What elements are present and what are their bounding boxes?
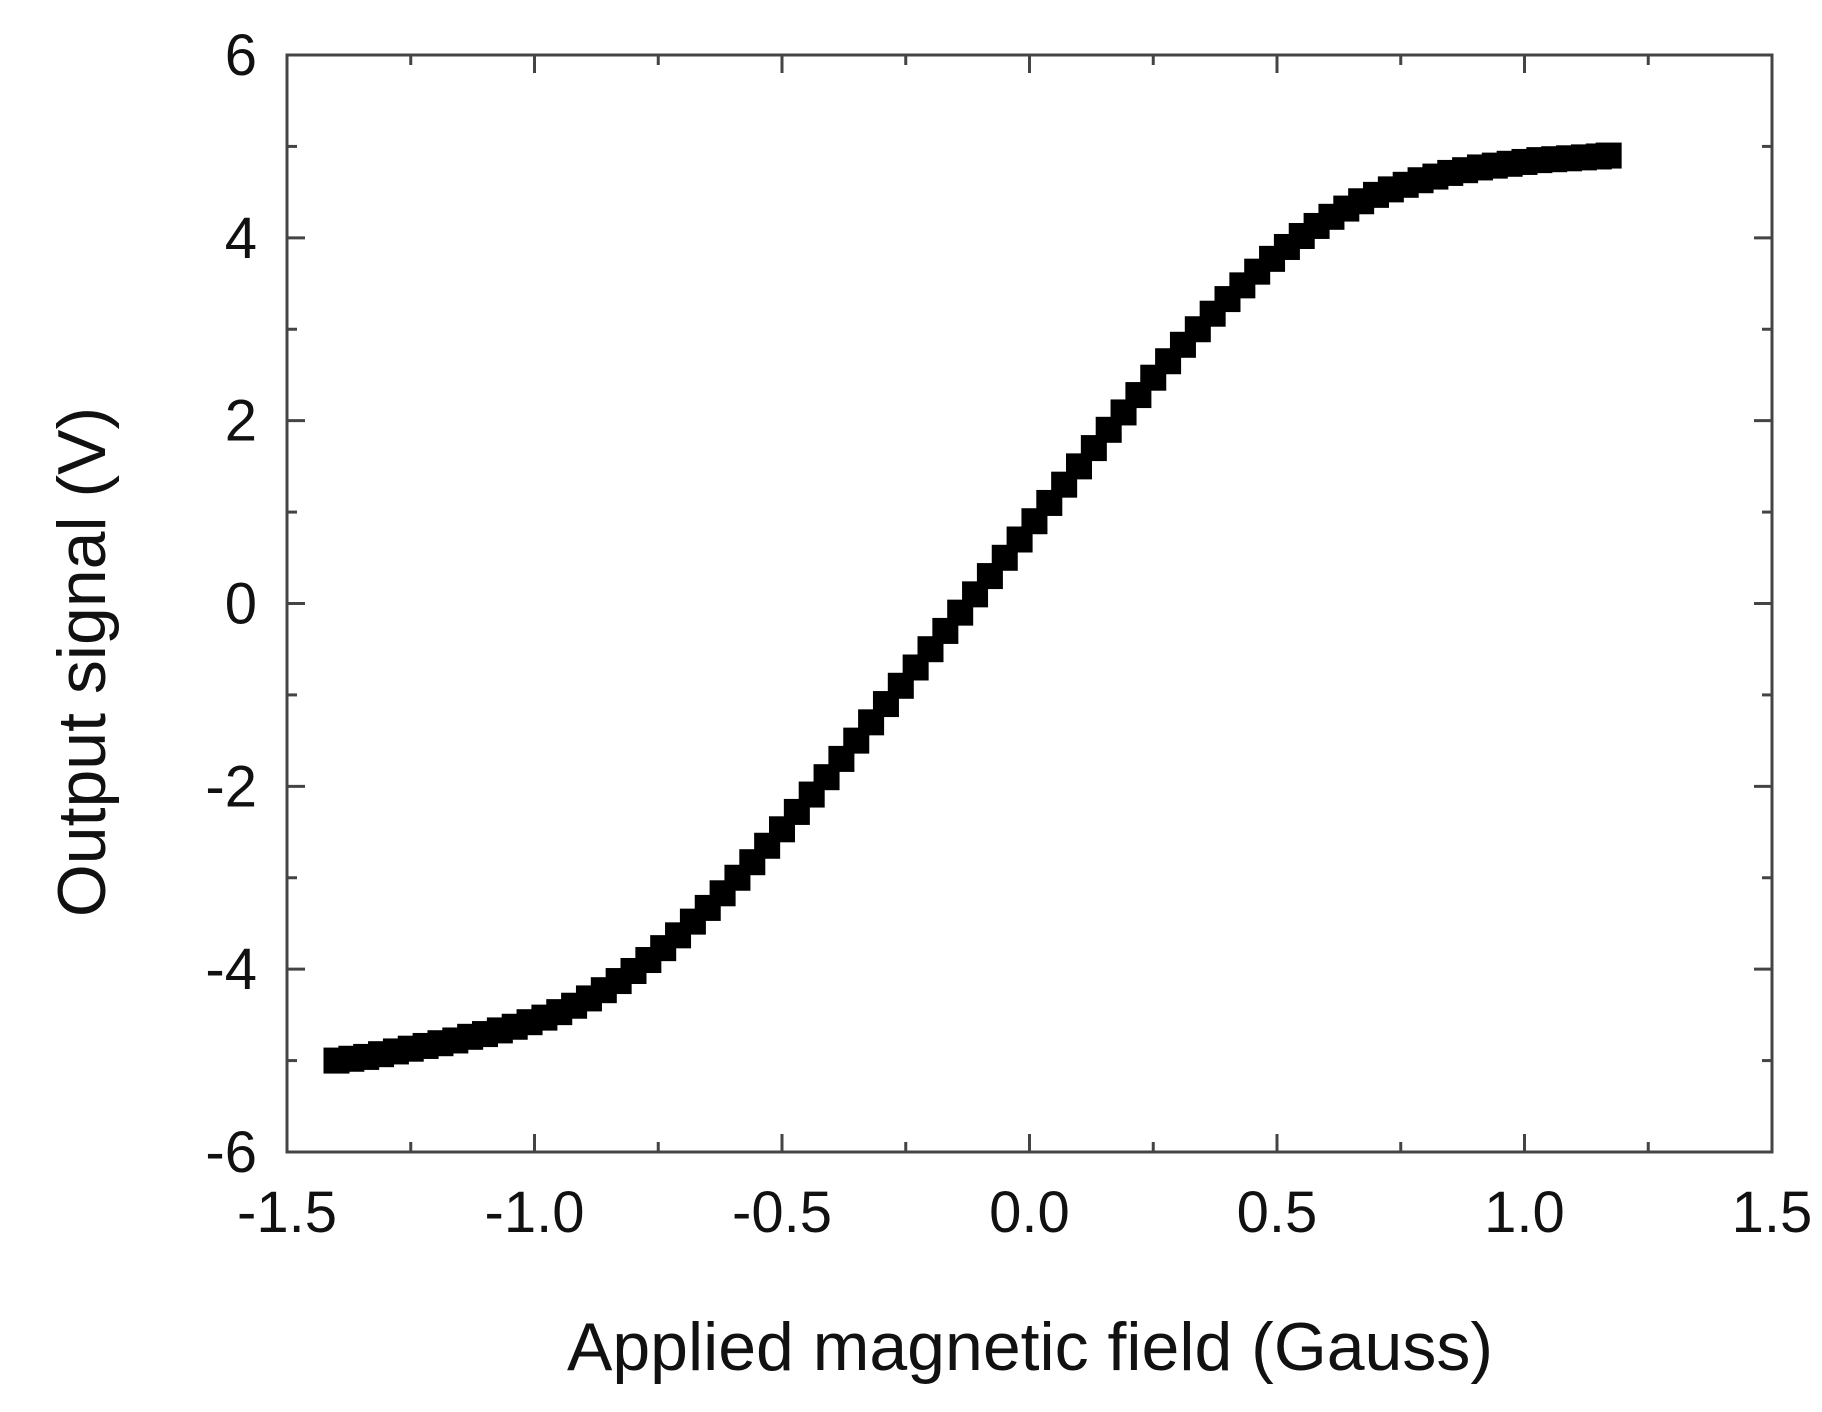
- data-series: [323, 142, 1622, 1074]
- y-tick-label: 6: [225, 23, 257, 88]
- x-tick-label: -0.5: [732, 1180, 832, 1245]
- x-tick-label: 1.5: [1732, 1180, 1813, 1245]
- x-tick-label: 0.5: [1237, 1180, 1318, 1245]
- y-tick-labels: -6 -4 -2 0 2 4 6: [205, 23, 257, 1185]
- y-tick-label: 0: [225, 572, 257, 637]
- y-tick-label: -6: [205, 1120, 257, 1185]
- y-tick-label: 4: [225, 206, 257, 271]
- x-tick-label: 1.0: [1484, 1180, 1565, 1245]
- x-tick-labels: -1.5 -1.0 -0.5 0.0 0.5 1.0 1.5: [237, 1180, 1812, 1245]
- y-axis-label: Output signal (V): [44, 407, 120, 917]
- y-tick-label: -4: [205, 937, 257, 1002]
- data-point: [1595, 142, 1622, 169]
- x-tick-label: -1.5: [237, 1180, 337, 1245]
- x-tick-label: 0.0: [989, 1180, 1070, 1245]
- y-tick-label: -2: [205, 754, 257, 819]
- plot-frame: [285, 53, 1774, 1154]
- major-ticks: [285, 53, 1774, 1154]
- x-tick-label: -1.0: [485, 1180, 585, 1245]
- x-axis-label: Applied magnetic field (Gauss): [567, 1309, 1493, 1385]
- minor-ticks: [287, 55, 1772, 1152]
- y-tick-label: 2: [225, 389, 257, 454]
